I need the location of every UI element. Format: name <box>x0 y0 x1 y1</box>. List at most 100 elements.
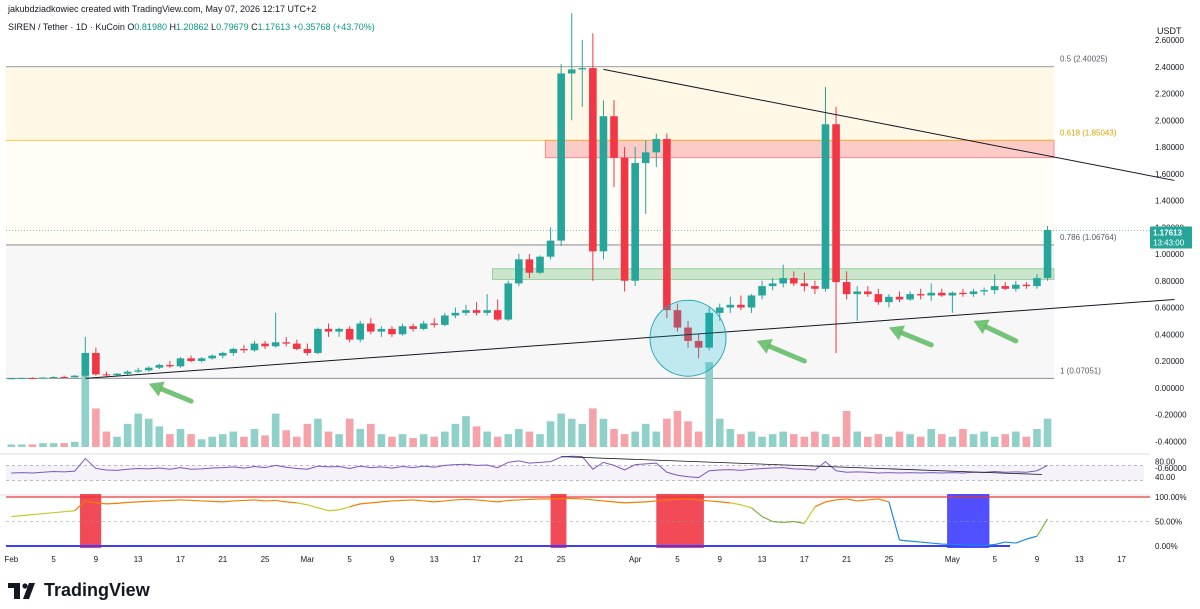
osc-line-segment <box>1005 541 1016 544</box>
osc-line-segment <box>476 499 488 502</box>
candle-body <box>800 283 809 287</box>
volume-bar <box>39 443 47 447</box>
candle-body <box>441 315 449 325</box>
volume-bar <box>197 439 206 447</box>
osc-line-segment <box>836 498 847 501</box>
candle-body <box>462 310 470 313</box>
candle-body <box>1033 278 1041 287</box>
osc-axis-label: 0.00% <box>1155 542 1178 551</box>
ohlc-close-value: 1.17613 <box>257 22 291 32</box>
y-tick-label: 0.60000 <box>1155 304 1184 313</box>
volume-bar <box>599 418 608 447</box>
osc-line-segment <box>74 500 86 512</box>
candle-body <box>92 352 100 375</box>
volume-bar <box>366 423 375 447</box>
symbol-name: SIREN / Tether · 1D · KuCoin <box>8 22 125 32</box>
candle-body <box>546 240 555 257</box>
rsi-line <box>11 455 1048 479</box>
x-tick-label: 25 <box>884 555 893 564</box>
arrow-head <box>973 319 990 335</box>
volume-bar <box>472 426 481 447</box>
volume-bar <box>113 436 121 447</box>
y-tick-label: 0.20000 <box>1155 357 1184 366</box>
osc-line-segment <box>296 502 308 506</box>
candle-body <box>737 304 745 308</box>
volume-bar <box>176 429 185 447</box>
candle-body <box>60 377 68 379</box>
osc-line-segment <box>613 501 625 504</box>
arrow-head <box>756 339 773 354</box>
y-tick-label: -0.40000 <box>1155 437 1187 446</box>
candle-body <box>70 375 79 378</box>
volume-bar <box>419 434 428 447</box>
arrow-shaft <box>159 386 194 404</box>
ohlc-open-value: 0.81980 <box>134 22 167 32</box>
osc-line-segment <box>846 498 858 502</box>
candle-body <box>567 69 576 74</box>
candle-body <box>483 310 491 313</box>
candle-body <box>948 292 957 296</box>
volume-bar <box>134 413 142 447</box>
candle-body <box>1012 284 1020 289</box>
x-tick-label: May <box>945 555 960 564</box>
volume-bar <box>18 444 26 447</box>
candle-body <box>409 326 417 329</box>
x-tick-label: 25 <box>261 555 270 564</box>
volume-bar <box>694 431 703 447</box>
osc-line-segment <box>931 542 942 545</box>
candle-body <box>261 343 269 347</box>
price-tag <box>1150 226 1192 249</box>
volume-bar <box>1012 431 1020 447</box>
annotation-arrow <box>973 319 1019 344</box>
volume-bar <box>705 362 713 447</box>
candle-body <box>853 291 862 295</box>
candle-body <box>81 352 90 376</box>
osc-line-segment <box>803 506 816 524</box>
volume-bar <box>335 434 343 447</box>
y-tick-label: 1.00000 <box>1155 250 1184 259</box>
fib-level-label: 1 (0.07051) <box>1060 366 1101 375</box>
volume-bar <box>631 431 639 447</box>
candle-body <box>314 328 322 353</box>
tradingview-logo[interactable]: TradingView <box>8 580 150 601</box>
osc-line-segment <box>1036 518 1049 537</box>
ohlc-change: +0.35768 (+43.70%) <box>292 22 375 32</box>
volume-bar <box>737 434 745 447</box>
x-tick-label: 13 <box>134 555 143 564</box>
volume-bar <box>948 436 957 447</box>
candle-body <box>990 286 999 291</box>
candle-body <box>176 358 185 367</box>
osc-line-segment <box>783 520 794 524</box>
volume-bar <box>853 431 862 447</box>
candle-body <box>1001 286 1010 289</box>
volume-bar <box>1001 434 1010 447</box>
arrow-head <box>148 381 165 397</box>
volume-bar <box>610 429 618 447</box>
osc-line-segment <box>719 501 731 504</box>
osc-line-segment <box>444 499 456 502</box>
candle-body <box>356 323 365 340</box>
osc-line-segment <box>825 499 837 503</box>
annotation-arrow <box>148 381 194 404</box>
x-tick-label: 13 <box>430 555 439 564</box>
trendline <box>603 68 1175 181</box>
candle-body <box>282 342 291 344</box>
fib-band-upper <box>6 66 1054 141</box>
volume-bar <box>842 411 851 447</box>
osc-line-segment <box>582 498 593 501</box>
candle-body <box>927 292 936 296</box>
candle-body <box>715 307 724 313</box>
osc-line-segment <box>645 500 657 503</box>
fib-level-label: 0.618 (1.85043) <box>1060 128 1117 137</box>
rsi-band <box>6 465 1144 481</box>
volume-bar <box>229 431 238 447</box>
arrow-shaft <box>767 343 807 364</box>
volume-bar <box>28 444 37 447</box>
osc-line-segment <box>381 500 393 503</box>
trendline <box>85 298 1175 379</box>
volume-bar <box>800 436 809 447</box>
candle-body <box>419 323 428 329</box>
volume-bar <box>303 423 312 447</box>
y-tick-label: -0.20000 <box>1155 411 1187 420</box>
